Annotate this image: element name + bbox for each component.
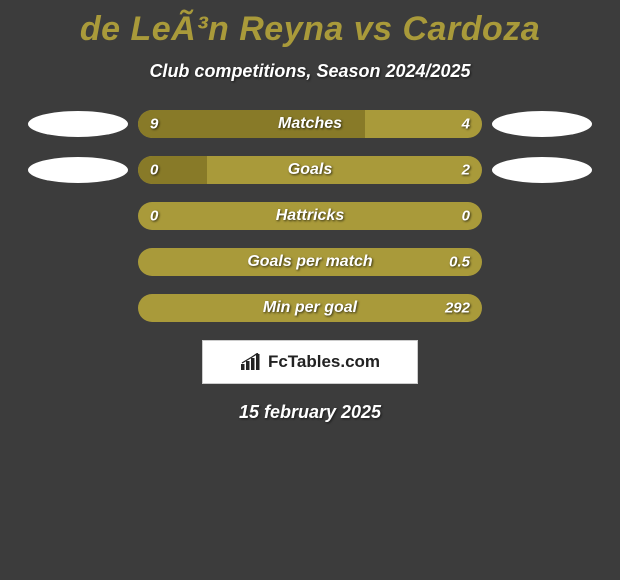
- stat-label: Min per goal: [138, 299, 482, 317]
- stat-bar: Goals per match0.5: [138, 248, 482, 276]
- brand-text: FcTables.com: [268, 352, 380, 372]
- spacer: [28, 295, 128, 321]
- comparison-row: 0Goals2: [0, 156, 620, 184]
- stat-value-right: 292: [445, 300, 470, 317]
- date-label: 15 february 2025: [0, 402, 620, 423]
- stat-label: Goals: [138, 161, 482, 179]
- player-right-ellipse: [492, 111, 592, 137]
- page-subtitle: Club competitions, Season 2024/2025: [0, 61, 620, 82]
- bar-chart-icon: [240, 353, 262, 371]
- player-left-ellipse: [28, 111, 128, 137]
- stat-value-right: 0.5: [449, 254, 470, 271]
- stat-value-right: 4: [462, 116, 470, 133]
- stat-label: Matches: [138, 115, 482, 133]
- spacer: [492, 249, 592, 275]
- comparison-rows: 9Matches40Goals20Hattricks0Goals per mat…: [0, 110, 620, 322]
- comparison-row: 9Matches4: [0, 110, 620, 138]
- player-left-ellipse: [28, 157, 128, 183]
- stat-bar: Min per goal292: [138, 294, 482, 322]
- player-right-ellipse: [492, 157, 592, 183]
- comparison-row: 0Hattricks0: [0, 202, 620, 230]
- spacer: [28, 249, 128, 275]
- stat-bar: 0Goals2: [138, 156, 482, 184]
- comparison-row: Min per goal292: [0, 294, 620, 322]
- spacer: [28, 203, 128, 229]
- comparison-row: Goals per match0.5: [0, 248, 620, 276]
- spacer: [492, 203, 592, 229]
- stat-bar: 9Matches4: [138, 110, 482, 138]
- stat-label: Goals per match: [138, 253, 482, 271]
- spacer: [492, 295, 592, 321]
- stat-value-right: 2: [462, 162, 470, 179]
- stat-bar: 0Hattricks0: [138, 202, 482, 230]
- stat-label: Hattricks: [138, 207, 482, 225]
- page-title: de LeÃ³n Reyna vs Cardoza: [0, 0, 620, 49]
- brand-box: FcTables.com: [202, 340, 418, 384]
- stat-value-right: 0: [462, 208, 470, 225]
